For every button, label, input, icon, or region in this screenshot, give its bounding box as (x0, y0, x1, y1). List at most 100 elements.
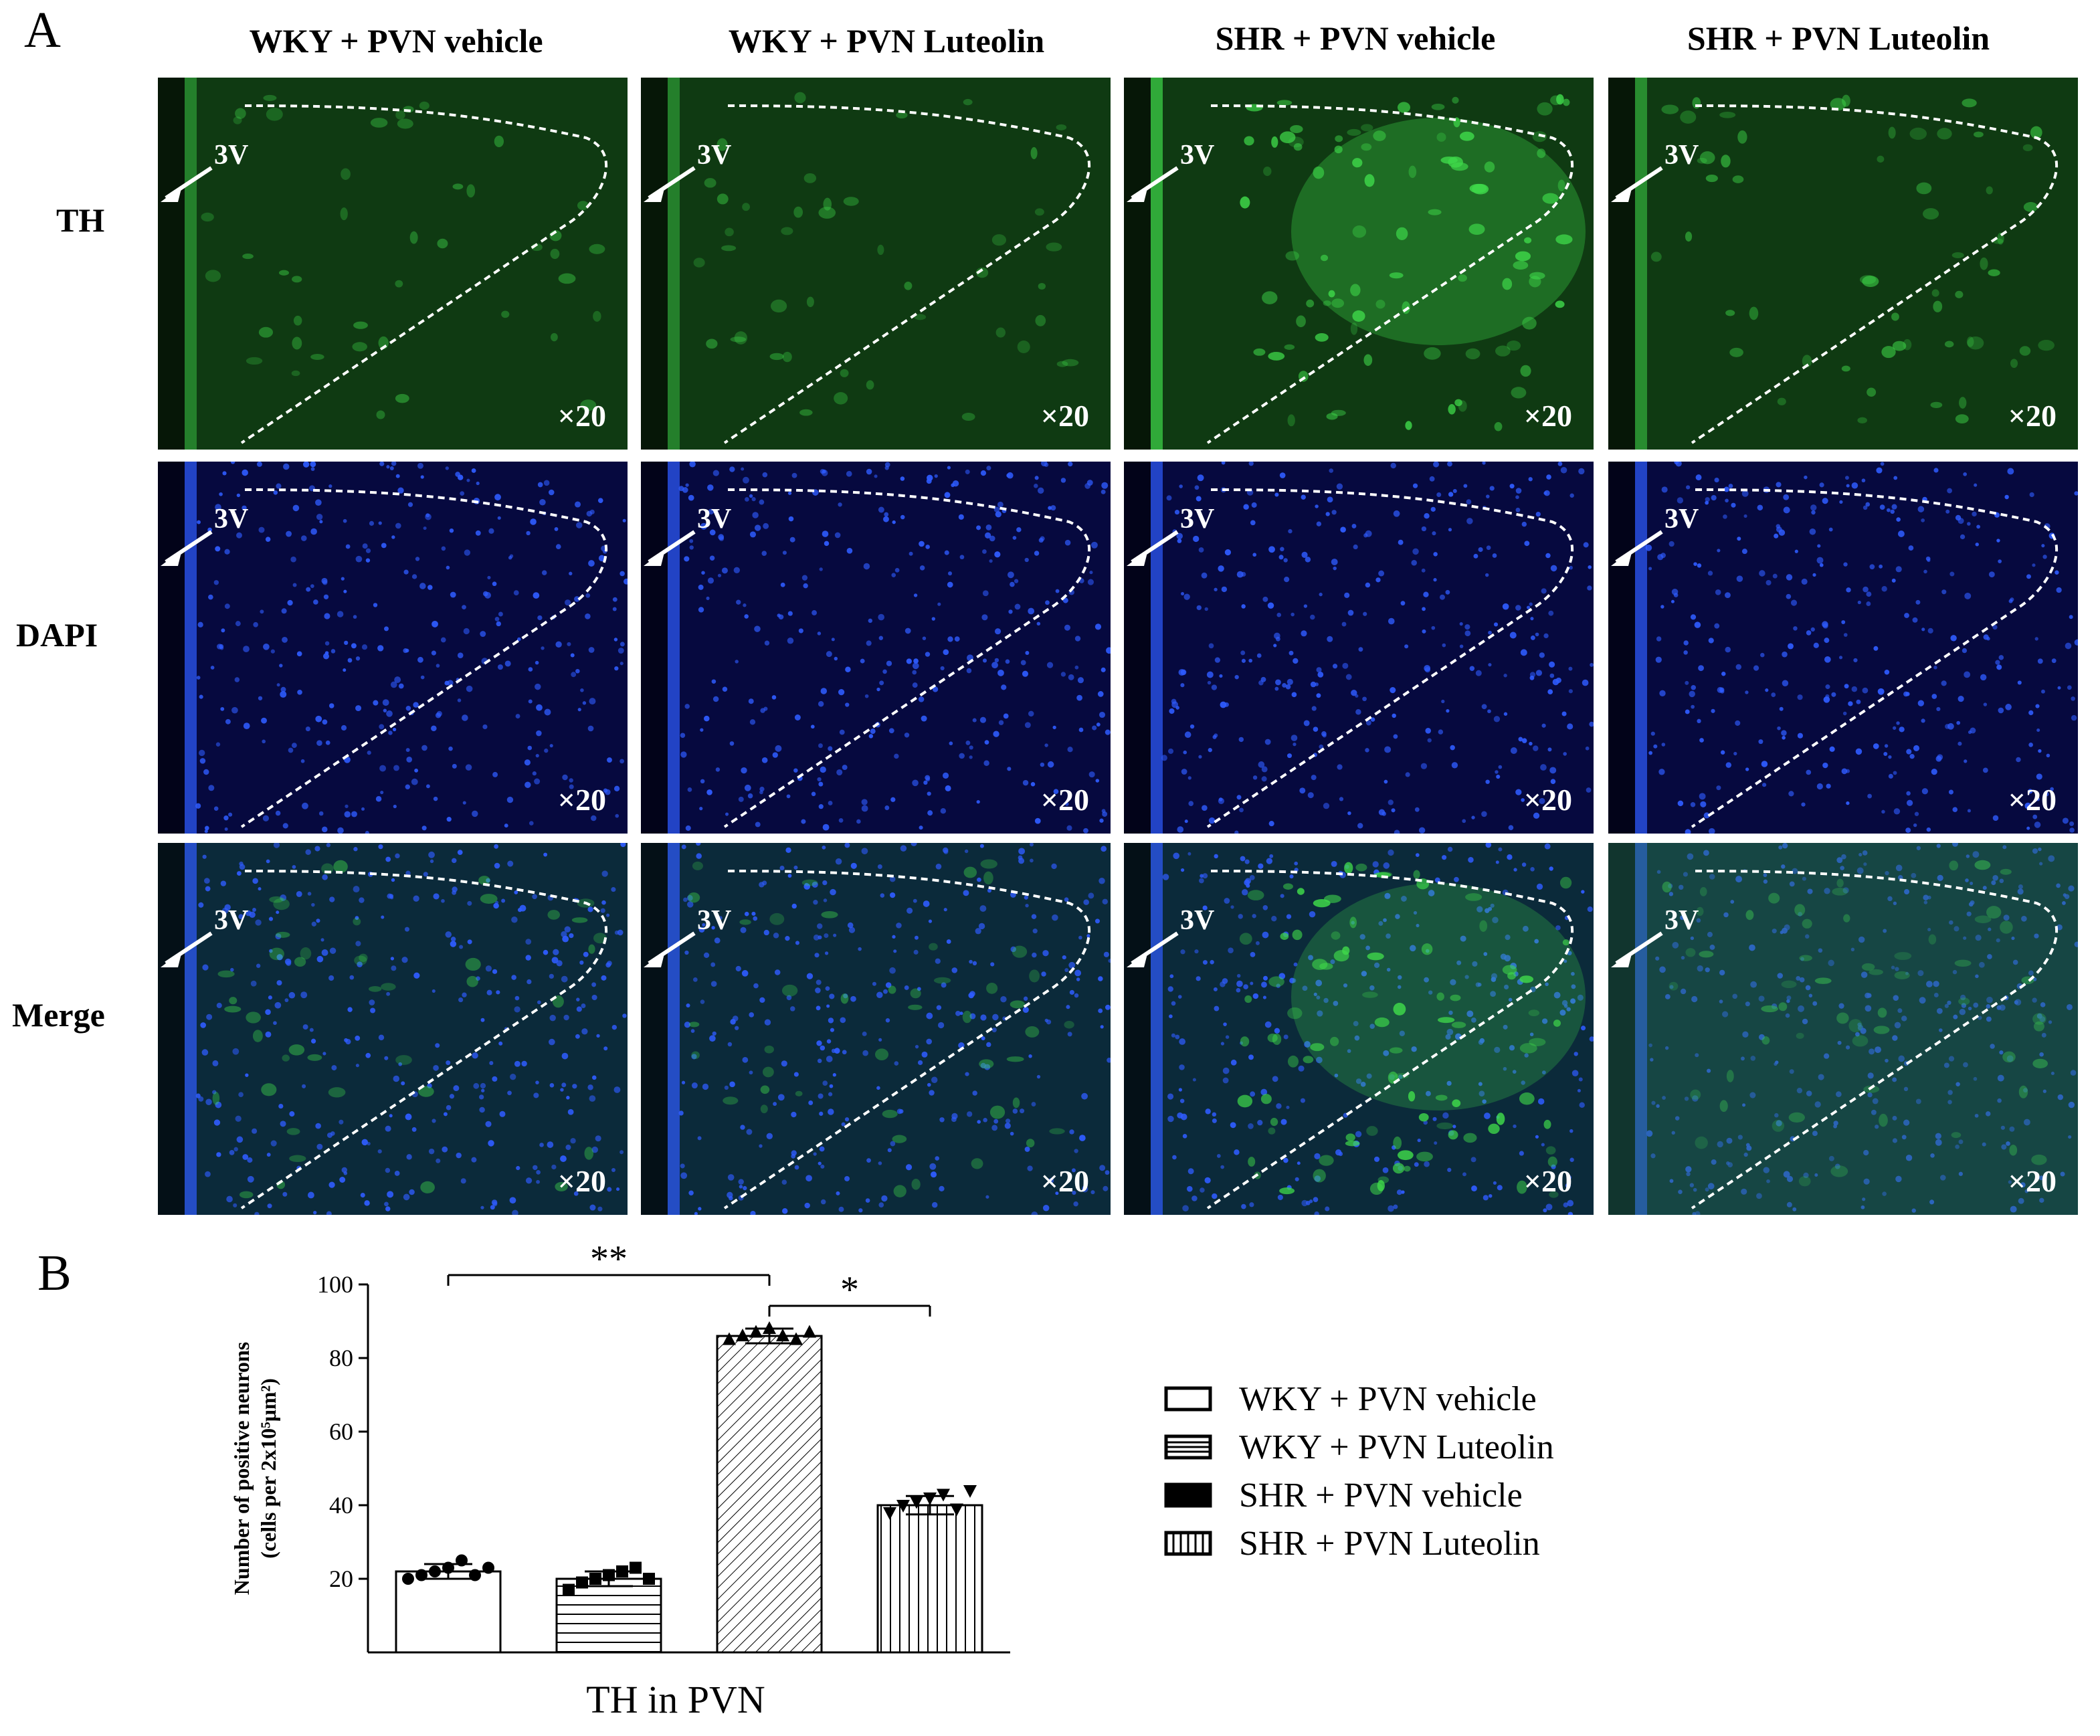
bar-chart: 20 40 60 80 100 Number of positive neurons (ce… (221, 1238, 1024, 1733)
ventricle-label: 3V (214, 504, 249, 535)
data-point (749, 1325, 763, 1338)
magnification-label: ×20 (2008, 783, 2057, 817)
data-point (723, 1332, 736, 1345)
row-label-th: TH (56, 201, 105, 239)
magnification-label: ×20 (2008, 399, 2057, 433)
micrograph-dapi-col1: 3V ×20 (158, 462, 628, 834)
data-point (776, 1329, 789, 1341)
ventricle-arrowhead (161, 951, 182, 967)
ventricle-label: 3V (1664, 504, 1699, 535)
significance-label: * (840, 1269, 859, 1311)
column-header-wky-luteolin: WKY + PVN Luteolin (728, 22, 1045, 60)
legend-item-shr-vehicle: SHR + PVN vehicle (1164, 1471, 1554, 1519)
data-point (402, 1573, 414, 1585)
data-point (603, 1569, 615, 1581)
data-point (469, 1569, 481, 1581)
ventricle-label: 3V (1664, 905, 1699, 936)
legend-label: SHR + PVN vehicle (1239, 1476, 1523, 1515)
ventricle-arrowhead (1127, 186, 1148, 202)
micrograph-merge-col2: 3V ×20 (641, 843, 1111, 1215)
ventricle-label: 3V (697, 140, 732, 171)
data-point (429, 1565, 441, 1577)
ventricle-arrowhead (644, 951, 665, 967)
x-axis-label: TH in PVN (586, 1678, 765, 1721)
pvn-outline (240, 870, 607, 1210)
data-point (643, 1573, 655, 1585)
micrograph-th-col1: 3V ×20 (158, 78, 628, 450)
legend-label: SHR + PVN Luteolin (1239, 1524, 1540, 1563)
significance-label: ** (590, 1244, 628, 1280)
micrograph-dapi-col2: 3V ×20 (641, 462, 1111, 834)
legend-swatch-horizontal (1164, 1434, 1212, 1460)
legend-swatch-solid (1164, 1482, 1212, 1508)
magnification-label: ×20 (1523, 1164, 1572, 1198)
y-tick-label: 80 (329, 1345, 353, 1371)
ventricle-label: 3V (697, 504, 732, 535)
pvn-outline (1206, 104, 1573, 444)
data-point (963, 1485, 977, 1498)
legend-label: WKY + PVN Luteolin (1239, 1428, 1554, 1466)
data-point (482, 1561, 494, 1574)
y-axis-units: (cells per 2x10⁵μm²) (256, 1378, 280, 1559)
column-header-wky-vehicle: WKY + PVN vehicle (249, 22, 543, 60)
ventricle-arrowhead (644, 550, 665, 566)
data-point (923, 1492, 937, 1505)
ventricle-arrowhead (1127, 550, 1148, 566)
ventricle-arrowhead (161, 186, 182, 202)
legend-item-shr-luteolin: SHR + PVN Luteolin (1164, 1519, 1554, 1567)
data-point (803, 1325, 816, 1338)
y-tick-label: 100 (317, 1271, 353, 1298)
micrograph-dapi-col3: 3V ×20 (1124, 462, 1594, 834)
bar-3 (716, 1335, 823, 1654)
data-point (789, 1332, 803, 1345)
legend-item-wky-vehicle: WKY + PVN vehicle (1164, 1375, 1554, 1423)
micrograph-dapi-col4: 3V ×20 (1608, 462, 2078, 834)
magnification-label: ×20 (1040, 399, 1089, 433)
ventricle-label: 3V (1180, 905, 1215, 936)
y-tick-label: 20 (329, 1565, 353, 1592)
row-label-merge: Merge (12, 996, 105, 1034)
bar-4 (876, 1504, 983, 1654)
ventricle-arrowhead (1611, 951, 1632, 967)
data-point (937, 1488, 950, 1502)
micrograph-th-col4: 3V ×20 (1608, 78, 2078, 450)
ventricle-label: 3V (1664, 140, 1699, 171)
data-point (576, 1576, 588, 1589)
panel-b-label: B (37, 1245, 72, 1301)
pvn-outline (723, 870, 1090, 1210)
ventricle-label: 3V (1180, 504, 1215, 535)
y-axis-label: Number of positive neurons (229, 1342, 254, 1595)
magnification-label: ×20 (2008, 1164, 2057, 1198)
data-point (910, 1496, 923, 1509)
ventricle-label: 3V (214, 140, 249, 171)
pvn-outline (1691, 488, 2058, 828)
column-header-shr-vehicle: SHR + PVN vehicle (1215, 19, 1496, 57)
micrograph-merge-col4: 3V ×20 (1608, 843, 2078, 1215)
data-point (456, 1554, 468, 1567)
magnification-label: ×20 (557, 783, 606, 817)
ventricle-arrowhead (1127, 951, 1148, 967)
pvn-outline (723, 104, 1090, 444)
magnification-label: ×20 (557, 1164, 606, 1198)
chart-legend: WKY + PVN vehicle WKY + PVN Luteolin SHR… (1164, 1375, 1554, 1567)
data-point (883, 1507, 896, 1520)
ventricle-arrowhead (1611, 550, 1632, 566)
y-tick-label: 60 (329, 1418, 353, 1445)
panel-a-label: A (24, 2, 61, 58)
pvn-outline (1691, 870, 2058, 1210)
micrograph-merge-col1: 3V ×20 (158, 843, 628, 1215)
ventricle-arrowhead (161, 550, 182, 566)
pvn-outline (1691, 104, 2058, 444)
legend-item-wky-luteolin: WKY + PVN Luteolin (1164, 1423, 1554, 1471)
data-point (616, 1565, 628, 1577)
magnification-label: ×20 (557, 399, 606, 433)
data-point (589, 1573, 601, 1585)
micrograph-th-col2: 3V ×20 (641, 78, 1111, 450)
ventricle-label: 3V (697, 905, 732, 936)
data-point (763, 1321, 776, 1334)
ventricle-label: 3V (1180, 140, 1215, 171)
micrograph-th-col3: 3V ×20 (1124, 78, 1594, 450)
bar-1 (395, 1570, 502, 1654)
data-point (630, 1561, 642, 1574)
row-label-dapi: DAPI (16, 616, 98, 654)
